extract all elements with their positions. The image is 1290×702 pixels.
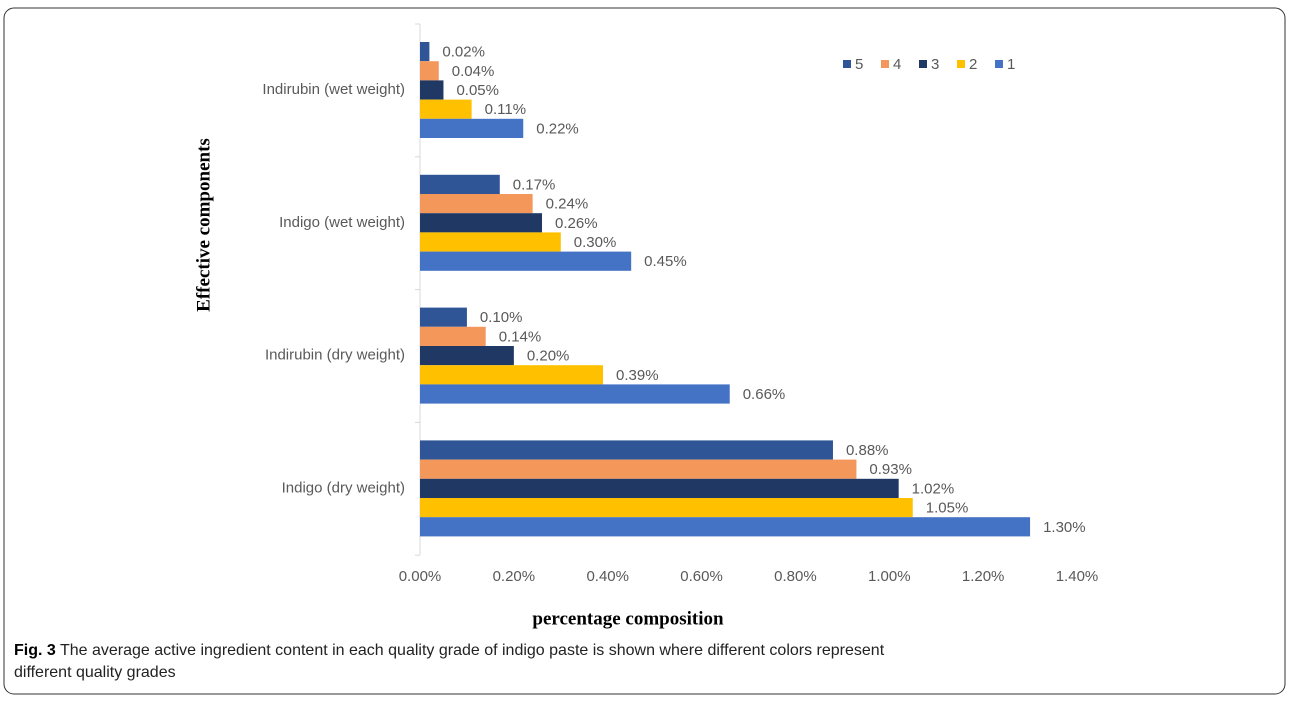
data-label: 0.66% <box>743 386 786 403</box>
legend-swatch <box>881 60 889 68</box>
y-axis-title: Effective components <box>193 138 214 312</box>
y-tick-label: Indigo (dry weight) <box>282 479 405 496</box>
bar <box>420 384 730 404</box>
bar <box>420 213 543 233</box>
bar <box>420 232 561 252</box>
data-label: 0.10% <box>480 309 523 326</box>
x-tick-label: 0.00% <box>399 568 442 585</box>
legend-swatch <box>843 60 851 68</box>
data-label: 0.05% <box>456 82 499 99</box>
bar <box>420 478 899 498</box>
data-label: 0.88% <box>846 442 889 459</box>
bar <box>420 307 467 327</box>
legend-label: 2 <box>969 56 977 73</box>
bar <box>420 194 533 214</box>
bar <box>420 61 439 81</box>
caption-label: Fig. 3 <box>14 642 56 659</box>
legend-label: 1 <box>1007 56 1015 73</box>
x-tick-label: 0.20% <box>493 568 536 585</box>
data-label: 0.14% <box>499 328 542 345</box>
data-label: 0.02% <box>442 44 485 61</box>
bar <box>420 440 833 460</box>
x-tick-label: 0.80% <box>774 568 817 585</box>
frame <box>3 7 1286 695</box>
data-label: 0.20% <box>527 348 570 365</box>
data-label: 0.04% <box>452 63 495 80</box>
bar <box>420 42 430 62</box>
data-label: 0.93% <box>869 461 912 478</box>
y-tick-label: Indirubin (wet weight) <box>262 81 405 98</box>
bar <box>420 365 604 385</box>
bar <box>420 498 913 518</box>
data-label: 0.26% <box>555 215 598 232</box>
data-label: 0.17% <box>513 176 556 193</box>
x-tick-label: 1.20% <box>962 568 1005 585</box>
bar <box>420 174 500 194</box>
bar <box>420 346 514 366</box>
caption-text: different quality grades <box>14 664 176 681</box>
bar <box>420 326 486 346</box>
legend-label: 5 <box>855 56 863 73</box>
bar <box>420 99 472 119</box>
bar <box>420 118 524 138</box>
legend-swatch <box>995 60 1003 68</box>
data-label: 0.30% <box>574 234 617 251</box>
data-label: 0.45% <box>644 253 687 270</box>
x-tick-label: 0.60% <box>680 568 723 585</box>
y-tick-label: Indigo (wet weight) <box>279 214 405 231</box>
legend-swatch <box>957 60 965 68</box>
legend-label: 3 <box>931 56 939 73</box>
bar <box>420 517 1031 537</box>
bar <box>420 80 444 100</box>
data-label: 0.39% <box>616 367 659 384</box>
bar <box>420 251 632 271</box>
bar <box>420 459 857 479</box>
x-axis-title: percentage composition <box>532 608 724 629</box>
legend-swatch <box>919 60 927 68</box>
x-tick-label: 0.40% <box>586 568 629 585</box>
legend-label: 4 <box>893 56 901 73</box>
data-label: 0.24% <box>546 196 589 213</box>
data-label: 1.30% <box>1043 519 1086 536</box>
y-tick-label: Indirubin (dry weight) <box>265 347 405 364</box>
data-label: 0.22% <box>536 120 579 137</box>
caption-text: The average active ingredient content in… <box>56 642 885 659</box>
x-tick-label: 1.40% <box>1056 568 1099 585</box>
x-tick-label: 1.00% <box>868 568 911 585</box>
data-label: 1.05% <box>926 500 969 517</box>
caption: Fig. 3 The average active ingredient con… <box>14 642 885 681</box>
data-label: 1.02% <box>912 480 955 497</box>
data-label: 0.11% <box>485 101 526 118</box>
